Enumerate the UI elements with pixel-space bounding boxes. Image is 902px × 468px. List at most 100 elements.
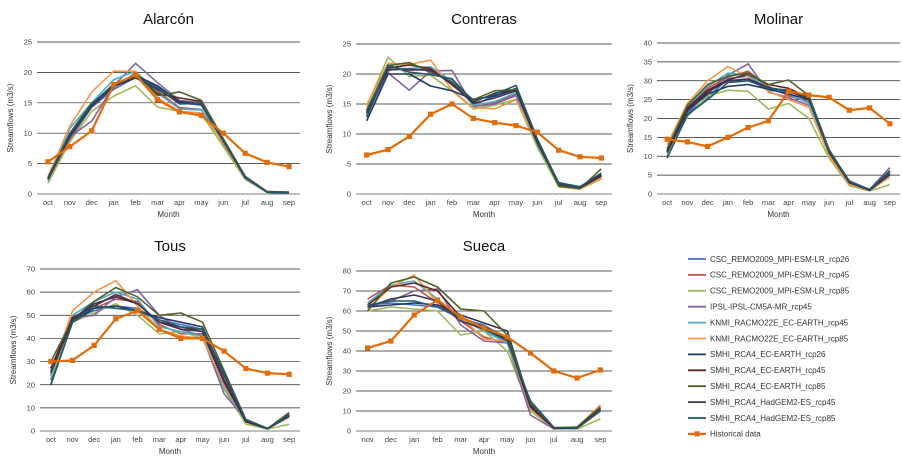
data-point [45,159,51,165]
x-tick-label: feb [432,435,442,444]
data-point [134,308,141,314]
data-point [264,370,271,376]
series-line [47,75,290,194]
legend-label: CSC_REMO2009_MPI-ESM-LR_rcp26 [710,255,850,264]
data-point [470,115,476,121]
chart-panel-0: Alarcón 0 5 10 15 20 25 oct nov dec jan feb mar apr ma… [6,11,300,219]
x-tick-label: sep [884,198,896,207]
x-tick-label: nov [681,198,693,207]
data-point [154,97,161,103]
data-point [534,129,540,135]
data-point [745,124,751,131]
data-point [111,81,117,88]
chart-panel-1: Contreras 0 5 10 15 20 25 oct nov dec jan feb mar apr… [325,11,612,219]
data-point [264,159,270,165]
x-tick-label: nov [64,198,76,207]
data-point [556,147,562,153]
series-line [47,73,290,168]
legend-label: CSC_REMO2009_MPI-ESM-LR_rcp45 [710,271,850,280]
legend-label: IPSL-IPSL-CM5A-MR_rcp45 [710,303,812,312]
x-tick-label: jul [240,198,249,207]
data-point [286,164,292,170]
series-line [47,70,290,194]
x-tick-label: mar [153,435,166,444]
x-tick-label: feb [130,198,140,207]
data-point [48,358,54,365]
data-point [551,368,557,374]
data-point [684,139,690,145]
x-tick-label: oct [662,198,673,207]
y-tick-label: 25 [343,40,351,49]
y-tick-label: 40 [343,347,351,356]
data-point [826,94,832,100]
data-point [867,105,873,111]
x-tick-label: sep [594,435,606,444]
x-tick-label: mar [762,198,775,207]
x-tick-label: dec [88,435,100,444]
data-point [846,107,852,113]
x-tick-label: jun [531,198,542,207]
y-tick-label: 10 [343,130,351,139]
data-point [411,312,417,318]
y-tick-label: 15 [24,98,32,107]
x-tick-label: dec [86,198,98,207]
x-tick-label: jul [241,435,250,444]
data-point [364,152,370,158]
legend-label: Historical data [710,430,761,439]
series-line [365,64,602,188]
data-point [786,88,792,94]
x-tick-label: jan [722,198,733,207]
series-line [365,68,602,189]
series-line [365,61,602,190]
x-tick-label: jan [110,435,121,444]
data-point [385,147,391,153]
y-tick-label: 40 [644,39,652,48]
y-tick-label: 30 [27,357,35,366]
legend-item: CSC_REMO2009_MPI-ESM-LR_rcp85 [688,287,850,296]
y-tick-label: 60 [343,307,351,316]
chart-panel-3: Tous 0 10 20 30 40 50 60 70 oct nov dec jan feb mar apr… [9,238,300,456]
x-axis-label: Month [157,210,179,219]
y-axis-label: Streamflows (m3/s) [325,316,334,385]
series-line [50,305,290,430]
y-tick-label: 70 [343,287,351,296]
x-tick-label: sep [283,198,295,207]
legend-item: CSC_REMO2009_MPI-ESM-LR_rcp26 [688,255,850,264]
data-point [481,325,487,331]
series-line [367,284,601,430]
series-line [666,65,891,192]
x-tick-label: apr [489,198,500,207]
legend-item: IPSL-IPSL-CM5A-MR_rcp45 [688,303,812,312]
x-axis-label: Month [473,447,495,456]
x-tick-label: jan [408,435,419,444]
series-line [367,294,601,430]
y-tick-label: 0 [28,190,32,199]
data-point [428,111,434,117]
series-line [365,56,602,190]
data-point [527,350,534,356]
x-tick-label: mar [454,435,467,444]
data-point [69,357,76,364]
series-line [367,288,601,430]
x-tick-label: apr [174,198,185,207]
legend-item: SMHI_RCA4_EC-EARTH_rcp26 [688,350,826,359]
x-tick-label: aug [574,198,587,207]
series-line [47,62,290,193]
y-axis-label: Streamflows (m3/s) [325,84,334,153]
data-point [449,101,455,107]
legend-label: SMHI_RCA4_EC-EARTH_rcp26 [710,350,826,359]
y-tick-label: 5 [28,159,32,168]
y-tick-label: 35 [644,57,652,66]
x-tick-label: sep [283,435,295,444]
x-tick-label: oct [362,198,373,207]
x-tick-label: jun [218,435,229,444]
y-tick-label: 15 [644,133,652,142]
series-line [47,70,290,194]
data-point [597,367,603,373]
data-point [67,143,73,150]
data-point [492,120,498,126]
legend-item: Historical data [688,430,761,439]
y-tick-label: 0 [347,427,351,436]
x-tick-label: aug [863,198,876,207]
